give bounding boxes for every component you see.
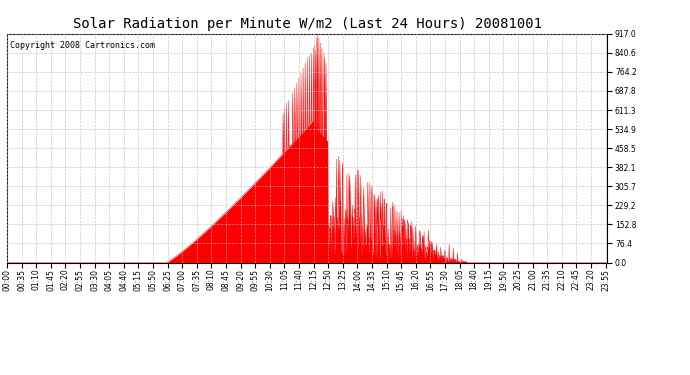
Title: Solar Radiation per Minute W/m2 (Last 24 Hours) 20081001: Solar Radiation per Minute W/m2 (Last 24…: [72, 17, 542, 31]
Text: Copyright 2008 Cartronics.com: Copyright 2008 Cartronics.com: [10, 40, 155, 50]
